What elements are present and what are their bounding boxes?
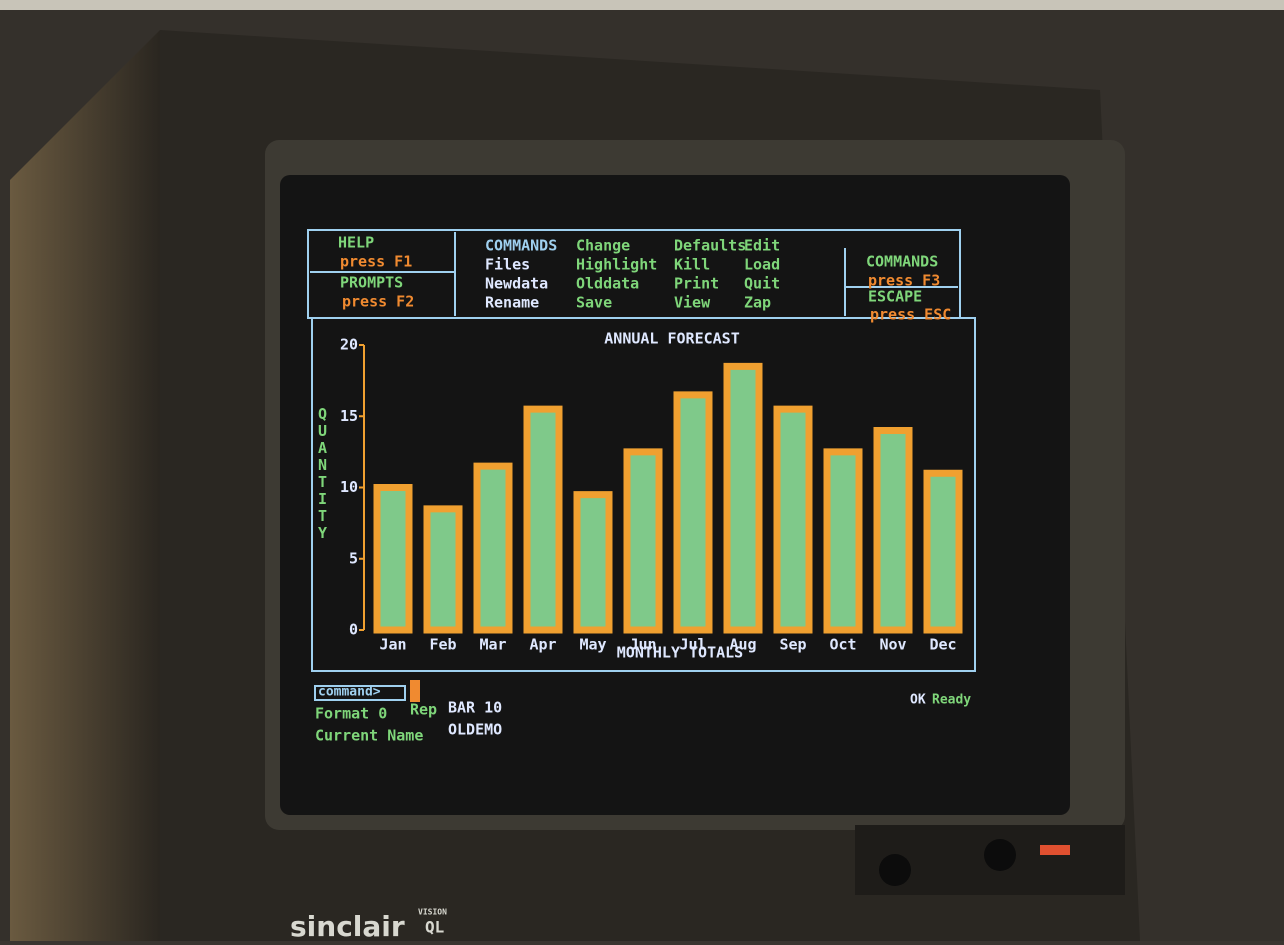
menu-command: Save — [576, 294, 612, 312]
menu-command: Files — [485, 256, 530, 274]
x-tick-label: Nov — [879, 636, 906, 654]
format: Format 0 — [315, 705, 387, 723]
bar — [527, 409, 559, 630]
bar — [477, 466, 509, 630]
x-tick-label: Aug — [729, 636, 756, 654]
x-tick-label: Jan — [379, 636, 406, 654]
commands-label: COMMANDS — [866, 253, 938, 271]
help-label: HELP — [338, 234, 374, 252]
page: sinclair VISION QL HELP press F1 PROMPTS… — [0, 0, 1284, 941]
menu-command: Kill — [674, 256, 710, 274]
menu-command: Edit — [744, 237, 780, 255]
current-name-label: Current Name — [315, 727, 423, 745]
brand-line: VISION — [418, 908, 447, 917]
menu-command: Print — [674, 275, 719, 293]
photo: sinclair VISION QL HELP press F1 PROMPTS… — [0, 0, 1284, 941]
x-tick-label: Oct — [829, 636, 856, 654]
name-value: OLDEMO — [448, 721, 502, 739]
y-tick-label: 5 — [349, 549, 358, 567]
prompts-label: PROMPTS — [340, 274, 403, 292]
bar — [777, 409, 809, 630]
status-ok: OK — [910, 693, 926, 708]
y-axis-title: QUANTITY — [314, 405, 332, 541]
y-tick-label: 0 — [349, 621, 358, 639]
x-tick-label: Apr — [529, 636, 556, 654]
menu-command: Newdata — [485, 275, 548, 293]
cursor — [410, 680, 420, 702]
command-prompt: command> — [318, 685, 381, 700]
x-tick-label: Feb — [429, 636, 456, 654]
menu-command: Olddata — [576, 275, 639, 293]
x-tick-label: Jul — [679, 636, 706, 654]
escape-key: press ESC — [870, 306, 951, 324]
bar — [827, 452, 859, 630]
escape-label: ESCAPE — [868, 288, 922, 306]
x-tick-label: May — [579, 636, 606, 654]
menu-command: Defaults — [674, 237, 746, 255]
monitor-side — [10, 30, 160, 941]
power-led — [1040, 845, 1070, 855]
prompts-key: press F2 — [342, 293, 414, 311]
x-tick-label: Jun — [629, 636, 656, 654]
bar — [427, 509, 459, 630]
menu-command: View — [674, 294, 711, 312]
rep-label: Rep — [410, 701, 437, 719]
bar — [377, 488, 409, 631]
x-tick-label: Dec — [929, 636, 956, 654]
menu-command: Quit — [744, 275, 780, 293]
menu-command: Load — [744, 256, 780, 274]
menu-command: Rename — [485, 294, 539, 312]
x-tick-label: Mar — [479, 636, 506, 654]
menu-command: COMMANDS — [485, 237, 557, 255]
y-tick-label: 20 — [340, 336, 358, 354]
bar — [627, 452, 659, 630]
help-key: press F1 — [340, 253, 412, 271]
knob — [879, 854, 911, 886]
brand-maker: sinclair — [290, 910, 405, 941]
status: Ready — [932, 693, 971, 708]
chart-title: ANNUAL FORECAST — [604, 330, 739, 348]
y-tick-label: 15 — [340, 407, 358, 425]
bar — [577, 495, 609, 630]
bar — [927, 473, 959, 630]
bar — [677, 395, 709, 630]
bar — [877, 431, 909, 631]
knob — [984, 839, 1016, 871]
x-tick-label: Sep — [779, 636, 806, 654]
bar — [727, 366, 759, 630]
top-strip — [0, 0, 1284, 10]
y-tick-label: 10 — [340, 478, 358, 496]
brand-model: QL — [425, 918, 444, 937]
menu-command: Zap — [744, 294, 771, 312]
menu-command: Change — [576, 237, 630, 255]
rep-value: BAR 10 — [448, 699, 502, 717]
menu-command: Highlight — [576, 256, 657, 274]
